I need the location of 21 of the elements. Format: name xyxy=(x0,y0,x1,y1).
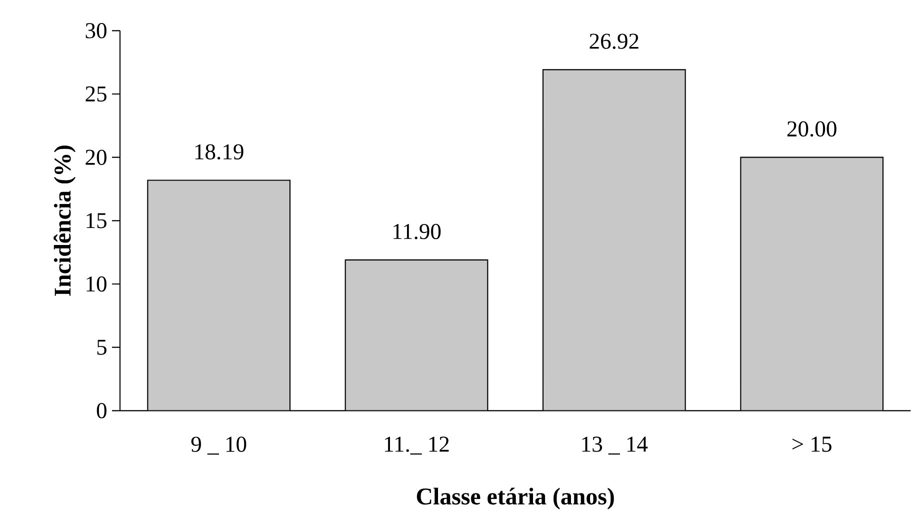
y-tick-label: 10 xyxy=(86,276,106,292)
data-label: 20.00 xyxy=(787,121,836,136)
data-label: 18.19 xyxy=(195,144,244,160)
x-tick-label: > 15 xyxy=(792,436,832,452)
data-label: 11.90 xyxy=(393,224,441,240)
bar xyxy=(740,156,884,411)
y-axis-title: Incidência (%) xyxy=(54,146,76,296)
y-tick-label: 0 xyxy=(96,402,106,418)
bar xyxy=(345,260,488,411)
x-axis-title: Classe etária (anos) xyxy=(416,488,614,510)
x-tick-label: 11._ 12 xyxy=(385,436,449,454)
y-tick-label: 5 xyxy=(97,340,106,355)
x-tick-label: 13 _ 14 xyxy=(582,436,648,454)
y-tick-label: 20 xyxy=(86,150,106,165)
y-tick-label: 15 xyxy=(86,212,106,228)
data-label: 26.92 xyxy=(590,34,638,49)
x-tick-label: 9 _ 10 xyxy=(191,436,246,454)
y-tick-label: 30 xyxy=(86,22,106,38)
bar xyxy=(148,180,290,411)
y-tick-label: 25 xyxy=(86,86,106,102)
bar xyxy=(543,70,686,411)
